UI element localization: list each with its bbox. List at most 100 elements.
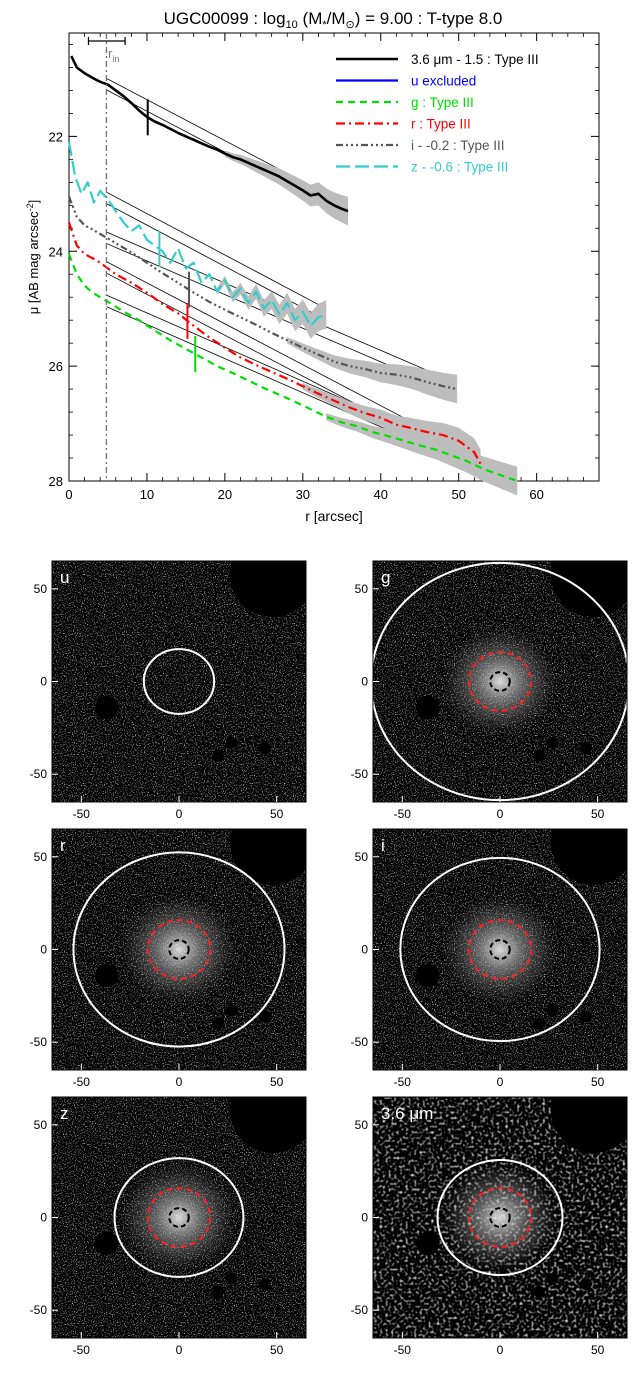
masked-region [546, 1004, 559, 1017]
y-tick-label: -50 [30, 767, 48, 781]
error-band [224, 150, 348, 226]
legend-label: g : Type III [411, 95, 474, 110]
masked-region [212, 1017, 224, 1030]
masked-region [225, 1272, 238, 1285]
y-tick-label: -50 [351, 1303, 369, 1317]
x-axis-label: r [arcsec] [305, 508, 363, 524]
error-bands [217, 150, 518, 496]
break-ellipse [467, 919, 533, 980]
x-tick-label: 0 [176, 807, 183, 821]
masked-region [94, 695, 119, 720]
r-in-marker: rin [87, 33, 126, 481]
x-tick-label: 50 [451, 487, 465, 502]
inner-ellipse [489, 1207, 511, 1228]
series-line [67, 253, 518, 483]
image-panel: u -50 0 50 50 0 -50 [30, 560, 307, 821]
masked-region [229, 561, 306, 617]
masked-region [533, 1285, 545, 1298]
y-tick-label: 0 [40, 943, 47, 957]
galaxy-glow [120, 894, 238, 1005]
y-axis: 22 24 26 28 [49, 44, 599, 489]
panel-label: z [60, 1104, 69, 1123]
y-tick-label: 50 [34, 582, 48, 596]
image-panel: i -50 0 50 50 0 -50 [351, 828, 628, 1089]
error-band [302, 382, 481, 479]
break-ellipse [467, 1187, 533, 1248]
y-tick-label: -50 [351, 767, 369, 781]
outer-ellipse [113, 1157, 245, 1278]
masked-region [415, 1231, 440, 1256]
masked-region [229, 829, 306, 885]
masked-region [580, 1278, 592, 1291]
profile-chart: UGC00099 : log10 (M*/M⊙) = 9.00 : T-type… [25, 9, 600, 524]
legend-label: u excluded [411, 74, 476, 89]
masked-region [94, 963, 119, 988]
masked-region [546, 736, 559, 749]
x-tick-label: 40 [374, 487, 388, 502]
masked-region [546, 1272, 559, 1285]
x-tick-label: 0 [176, 1343, 183, 1357]
galaxy-glow [441, 894, 559, 1005]
panel-label: i [381, 836, 385, 855]
image-panel: r -50 0 50 50 0 -50 [30, 828, 307, 1089]
x-tick-label: -50 [73, 1075, 91, 1089]
y-tick-label: 0 [40, 675, 47, 689]
y-axis-label: μ [AB mag arcsec-2] [25, 200, 41, 315]
fit-line [106, 191, 327, 310]
x-axis: 0 10 20 30 40 50 60 [65, 33, 600, 502]
outer-ellipse [72, 851, 286, 1048]
y-tick-label: 0 [361, 943, 368, 957]
x-tick-label: 0 [176, 1075, 183, 1089]
break-ellipse [146, 919, 212, 980]
galaxy-glow [441, 626, 559, 737]
image-panel: g -50 0 50 50 0 -50 [351, 560, 628, 821]
masked-region [533, 749, 545, 762]
series-line [67, 141, 327, 327]
r-in-label: rin [108, 46, 119, 64]
fit-line [106, 203, 327, 321]
y-tick-label: 24 [49, 244, 63, 259]
x-tick-label: 50 [591, 807, 605, 821]
masked-region [259, 1010, 271, 1023]
masked-region [229, 1097, 306, 1153]
panel-label: r [60, 836, 66, 855]
x-tick-label: 0 [497, 1343, 504, 1357]
outer-ellipse [399, 856, 601, 1043]
legend-label: z - -0.6 : Type III [411, 160, 508, 175]
y-tick-label: 22 [49, 129, 63, 144]
image-panel: z -50 0 50 50 0 -50 [30, 1096, 307, 1357]
x-tick-label: -50 [394, 807, 412, 821]
x-tick-label: 20 [218, 487, 232, 502]
masked-region [550, 561, 627, 617]
inner-ellipse [489, 671, 511, 692]
x-tick-label: -50 [394, 1075, 412, 1089]
series-line [67, 222, 482, 465]
y-tick-label: 0 [361, 1211, 368, 1225]
legend-label: i - -0.2 : Type III [411, 138, 505, 153]
x-tick-label: -50 [73, 807, 91, 821]
image-panel: 3.6 μm -50 0 50 50 0 -50 [351, 1096, 628, 1357]
legend-label: 3.6 μm - 1.5 : Type III [411, 52, 539, 67]
x-tick-label: 50 [591, 1075, 605, 1089]
outer-ellipse [436, 1158, 564, 1277]
inner-ellipse [168, 1207, 190, 1228]
y-tick-label: 50 [355, 850, 369, 864]
y-tick-label: -50 [30, 1035, 48, 1049]
series-line [67, 196, 458, 391]
masked-region [580, 1010, 592, 1023]
outer-ellipse [142, 648, 216, 715]
masked-region [212, 749, 224, 762]
break-ellipse [467, 651, 533, 712]
y-tick-label: 26 [49, 359, 63, 374]
y-tick-label: -50 [30, 1303, 48, 1317]
y-tick-label: 50 [355, 1118, 369, 1132]
x-tick-label: 10 [140, 487, 154, 502]
galaxy-glow [120, 1162, 238, 1273]
x-tick-label: 50 [270, 1343, 284, 1357]
masked-region [225, 1004, 238, 1017]
x-tick-label: -50 [73, 1343, 91, 1357]
y-tick-label: 50 [34, 850, 48, 864]
y-tick-label: 50 [355, 582, 369, 596]
x-tick-label: 50 [270, 1075, 284, 1089]
